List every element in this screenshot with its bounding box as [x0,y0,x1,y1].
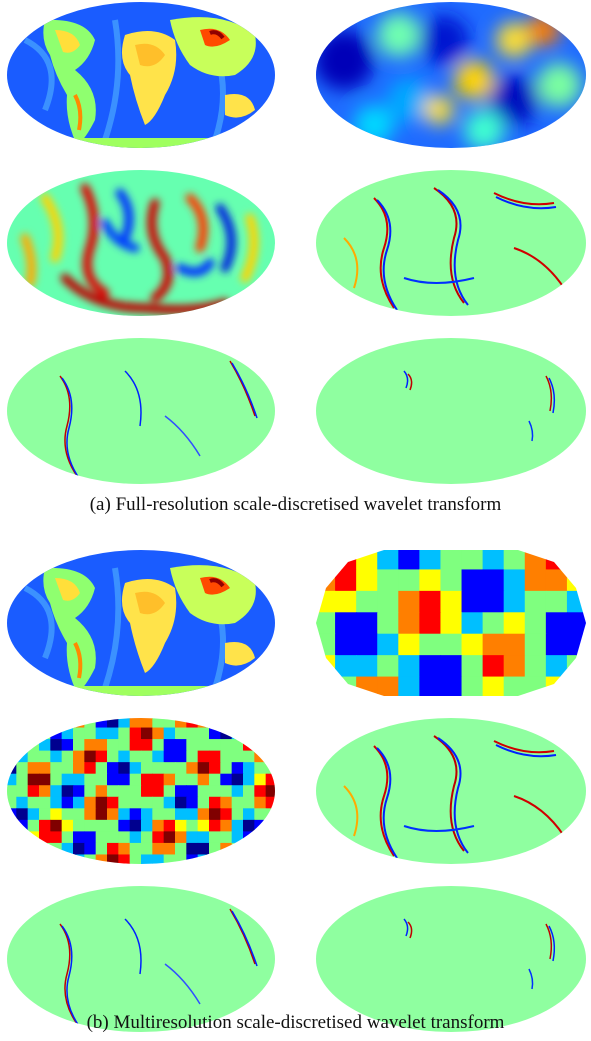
panel-b-wavelet-3 [5,884,277,1034]
panel-b-wavelet-1 [5,716,277,866]
caption-b: (b) Multiresolution scale-discretised wa… [86,1012,505,1033]
panel-b-earth [5,548,277,698]
panel-a-wavelet-2 [314,168,588,318]
panel-a-scaling [314,0,588,150]
panel-a-wavelet-1 [5,168,277,318]
panel-b-wavelet-4 [314,884,588,1034]
panel-a-wavelet-3 [5,336,277,486]
panel-a-wavelet-4 [314,336,588,486]
panel-b-scaling [314,548,588,698]
panel-a-earth [5,0,277,150]
caption-a: (a) Full-resolution scale-discretised wa… [89,494,502,515]
panel-b-wavelet-2 [314,716,588,866]
